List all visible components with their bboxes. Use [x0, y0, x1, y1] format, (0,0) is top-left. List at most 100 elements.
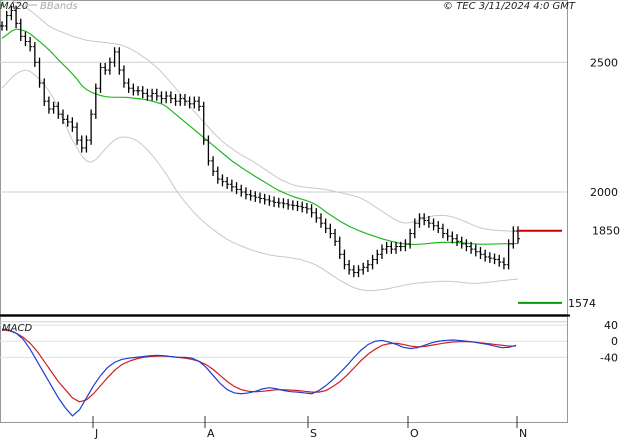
price-bar — [112, 47, 117, 67]
price-bar — [23, 31, 28, 47]
price-bar — [206, 135, 211, 166]
price-bar — [483, 249, 488, 262]
price-bar — [89, 109, 94, 145]
gridlines — [0, 61, 567, 428]
price-bar — [450, 231, 455, 244]
price-bar — [126, 78, 131, 93]
macd-panel — [0, 316, 568, 423]
price-bar — [431, 218, 436, 231]
price-bar — [215, 166, 220, 184]
legend-bbands: BBands — [40, 1, 78, 12]
price-bar — [225, 176, 230, 189]
price-bar — [60, 109, 65, 125]
price-bar — [117, 47, 122, 75]
price-bar — [145, 88, 150, 101]
price-bar — [201, 101, 206, 145]
price-bar — [459, 236, 464, 249]
price-bar — [394, 241, 399, 254]
price-bar — [121, 65, 126, 88]
price-bar — [187, 96, 192, 109]
price-bar — [178, 93, 183, 106]
price-bar — [229, 179, 234, 192]
price-bar — [398, 241, 403, 252]
price-bar — [262, 193, 267, 205]
price-bar — [501, 257, 506, 270]
price-bar — [309, 204, 314, 218]
price-bar — [154, 88, 159, 101]
price-bar — [370, 254, 375, 270]
price-bar — [140, 86, 145, 99]
price-bar — [243, 187, 248, 200]
price-bar — [464, 239, 469, 252]
price-bar — [79, 135, 84, 153]
price-bar — [422, 213, 427, 226]
price-bar — [417, 213, 422, 228]
price-bar — [93, 83, 98, 119]
price-bar — [267, 195, 272, 206]
price-bar — [192, 96, 197, 109]
price-bar — [281, 198, 286, 209]
price-bar — [290, 200, 295, 211]
price-tick-label: 2500 — [590, 56, 618, 69]
price-bar — [182, 93, 187, 106]
price-bar — [286, 199, 291, 210]
price-bar — [323, 218, 328, 234]
price-bar — [314, 208, 319, 223]
macd-tick-label: -40 — [600, 351, 618, 364]
price-bar — [506, 239, 511, 270]
price-bar — [469, 241, 474, 254]
macd-lines — [1, 328, 517, 417]
price-bar — [365, 260, 370, 272]
price-bar — [347, 260, 352, 275]
month-tick-label: O — [410, 427, 419, 440]
price-bar — [42, 78, 47, 106]
price-bar — [65, 114, 70, 127]
price-bar — [436, 221, 441, 234]
price-bar — [408, 228, 413, 249]
price-bar — [98, 62, 103, 93]
price-bar — [51, 101, 56, 114]
price-bar — [440, 223, 445, 239]
price-bar — [168, 91, 173, 104]
price-tick-label: 2000 — [590, 186, 618, 199]
bbands-upper-line — [1, 0, 519, 232]
price-bar — [75, 122, 80, 145]
month-tick-label: A — [207, 427, 215, 440]
macd-tick-label: 40 — [604, 319, 618, 332]
price-bar — [239, 184, 244, 197]
price-bar — [136, 86, 141, 96]
price-bar — [304, 202, 309, 214]
price-bar — [197, 96, 202, 112]
price-bar — [46, 96, 51, 114]
ma20-line — [1, 28, 519, 246]
price-bar — [173, 93, 178, 106]
price-bar — [220, 174, 225, 187]
price-bar — [356, 265, 361, 278]
price-bar — [333, 228, 338, 247]
price-bar — [9, 5, 14, 21]
price-bar — [511, 226, 516, 249]
price-bar — [258, 192, 262, 204]
price-bar — [455, 234, 460, 247]
price-bars — [0, 5, 520, 278]
price-bar — [107, 57, 112, 75]
price-bar — [253, 191, 258, 202]
price-bar — [248, 189, 253, 201]
price-bar — [318, 213, 323, 228]
price-bar — [516, 226, 520, 244]
price-bar — [150, 88, 155, 101]
price-bar — [234, 182, 239, 195]
price-bar — [384, 241, 389, 254]
price-bar — [497, 254, 502, 267]
price-bar — [342, 249, 347, 270]
price-bar — [159, 91, 164, 104]
price-bar — [300, 201, 305, 213]
price-bar — [84, 135, 89, 153]
legend-ma20: MA20 — [0, 1, 28, 12]
price-bar — [164, 91, 169, 104]
resistance-level-label: 1850 — [592, 225, 620, 238]
price-bar — [14, 5, 19, 29]
price-bar — [211, 156, 216, 176]
price-bar — [412, 218, 417, 239]
price-bar — [18, 18, 23, 42]
